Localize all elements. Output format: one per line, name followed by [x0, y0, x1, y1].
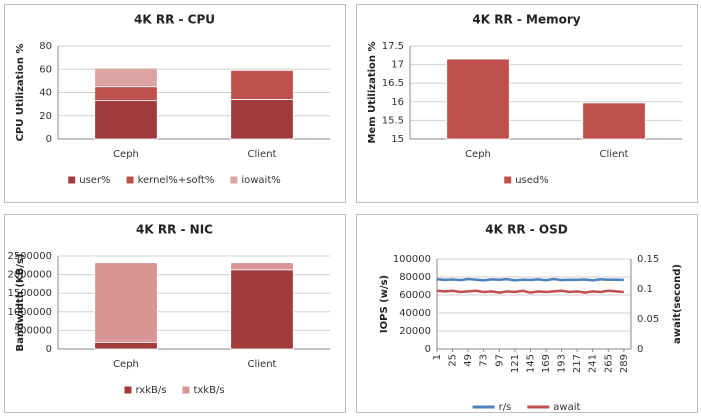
x-tick-label: 121 [510, 354, 521, 373]
legend-label: rxkB/s [135, 385, 166, 396]
legend-item: r/s [472, 402, 512, 413]
bar-segment [94, 100, 158, 140]
panel-border [4, 214, 346, 413]
bar-segment [446, 58, 510, 140]
yticks-label: 2500000 [7, 251, 52, 262]
y2ticks-label: 0 [637, 344, 643, 355]
legend-item: iowait% [230, 175, 281, 186]
legend-item: txkB/s [182, 385, 225, 396]
bar-segment [94, 341, 158, 350]
bar-segment [94, 262, 158, 343]
x-tick-label: 97 [494, 354, 505, 367]
chart-panel: 4K RR - NIC 0 500000 1000000 1500000 2000000 2… [4, 214, 346, 413]
x-tick-label: Ceph [113, 359, 139, 370]
x-tick-label: 241 [588, 354, 599, 373]
x-tick-label: Ceph [113, 149, 139, 160]
yticks-label: 100000 [393, 254, 431, 265]
x-tick-label: Client [248, 359, 277, 370]
yticks-label: 500000 [14, 325, 52, 336]
line-series [436, 277, 624, 282]
x-tick-label: 265 [603, 354, 614, 373]
x-tick-label: Client [600, 149, 629, 160]
legend-label: used% [515, 175, 549, 186]
legend-item: used% [504, 175, 549, 186]
x-tick-label: 193 [557, 354, 568, 373]
x-tick-label: 49 [463, 354, 474, 367]
x-tick-label: 1 [432, 354, 443, 360]
x-tick-label: 169 [541, 354, 552, 373]
yticks-label: 2000000 [7, 270, 52, 281]
legend-label: iowait% [241, 175, 280, 186]
yticks-label: 40 [39, 88, 52, 99]
legend-swatch [68, 176, 76, 184]
x-tick-label: 73 [479, 354, 490, 367]
bar-segment [230, 99, 294, 140]
legend-swatch [504, 176, 512, 184]
y2ticks-label: 0.05 [637, 314, 659, 325]
panel-border [4, 4, 346, 203]
x-tick-label: 25 [448, 354, 459, 367]
legend-item: user% [68, 175, 111, 186]
chart-title: 4K RR - OSD [485, 223, 567, 237]
yticks-label: 20000 [399, 326, 431, 337]
x-tick-label: Client [248, 149, 277, 160]
panel-border [356, 4, 698, 203]
legend-swatch [230, 176, 238, 184]
y-axis-title: Bandwidth (KB/s) [15, 254, 26, 352]
yticks-label: 17 [391, 60, 404, 71]
yticks-label: 0 [46, 134, 52, 145]
y2ticks-label: 0.1 [637, 284, 653, 295]
yticks-label: 60 [39, 64, 52, 75]
legend-label: r/s [499, 402, 512, 413]
chart-panel: 4K RR - CPU 0 20 40 60 80 Ceph Client CPU Utiliz… [4, 4, 346, 203]
yticks-label: 80000 [399, 272, 431, 283]
bar-segment [230, 269, 294, 350]
bar-segment [582, 102, 646, 140]
legend-item: kernel%+soft% [126, 175, 215, 186]
legend-label: kernel%+soft% [138, 175, 215, 186]
yticks-label: 40000 [399, 308, 431, 319]
legend-swatch [126, 176, 134, 184]
yticks-label: 15.5 [382, 115, 404, 126]
legend-label: await [553, 402, 580, 413]
yticks-label: 20 [39, 111, 52, 122]
yticks-label: 0 [425, 344, 431, 355]
legend-item: rxkB/s [124, 385, 166, 396]
y-axis-title: CPU Utilization % [15, 44, 26, 142]
chart-title: 4K RR - CPU [134, 13, 215, 27]
x-tick-label: 289 [619, 354, 630, 373]
y-axis-title: IOPS (w/s) [379, 275, 390, 333]
legend-swatch [182, 386, 190, 394]
chart-title: 4K RR - NIC [136, 223, 213, 237]
y2ticks-label: 0.15 [637, 254, 659, 265]
bar-segment [230, 70, 294, 100]
bar-segment [94, 86, 158, 102]
yticks-label: 16 [391, 97, 404, 108]
legend-swatch [124, 386, 132, 394]
chart-panel: 4K RR - Memory 15 15.5 16 16.5 17 17.5 Ceph Clie… [356, 4, 698, 203]
x-tick-label: 217 [572, 354, 583, 373]
yticks-label: 1000000 [7, 307, 52, 318]
bar-segment [94, 67, 158, 88]
y2-axis-title: await(second) [672, 264, 683, 344]
yticks-label: 1500000 [7, 288, 52, 299]
yticks-label: 17.5 [382, 41, 404, 52]
yticks-label: 15 [391, 134, 404, 145]
yticks-label: 60000 [399, 290, 431, 301]
y-axis-title: Mem Utilization % [367, 41, 378, 143]
chart-panel: 4K RR - OSD 0 20000 40000 60000 80000 100000 0 0… [356, 214, 698, 413]
legend-label: txkB/s [193, 385, 224, 396]
yticks-label: 80 [39, 41, 52, 52]
yticks-label: 16.5 [382, 78, 404, 89]
x-tick-label: Ceph [465, 149, 491, 160]
chart-title: 4K RR - Memory [472, 13, 580, 27]
bar-segment [230, 262, 294, 271]
legend-label: user% [79, 175, 110, 186]
x-tick-label: 145 [525, 354, 536, 373]
line-series [436, 289, 624, 294]
legend-item: await [527, 402, 580, 413]
yticks-label: 0 [46, 344, 52, 355]
